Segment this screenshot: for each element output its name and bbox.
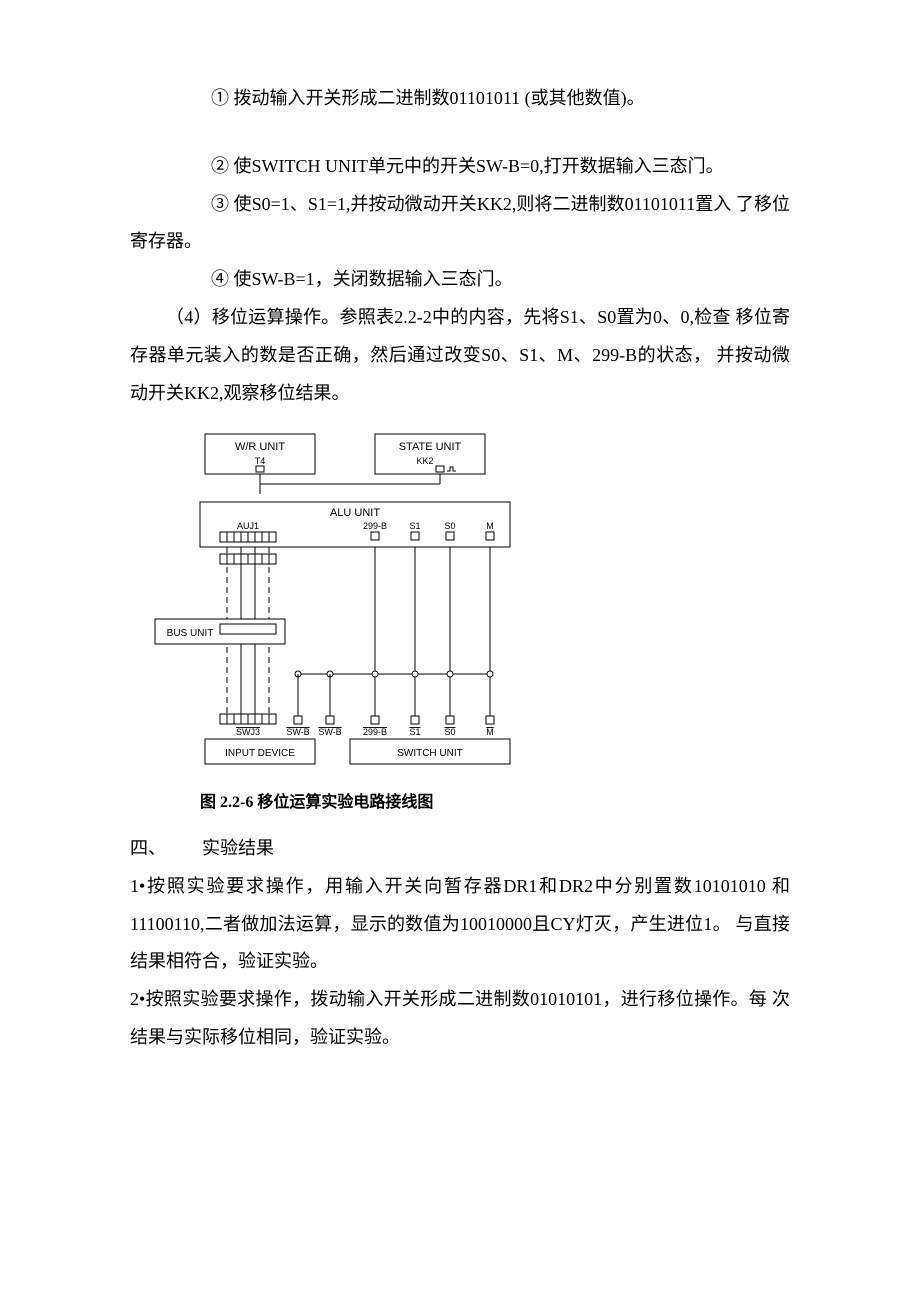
svg-text:BUS UNIT: BUS UNIT [167, 628, 214, 639]
figure-2-2-6: W/R UNIT T4 STATE UNIT KK2 ALU UNIT [130, 424, 790, 820]
svg-text:M: M [486, 521, 494, 531]
step-main-4: （4）移位运算操作。参照表2.2-2中的内容，先将S1、S0置为0、0,检查 移… [130, 299, 790, 412]
section-number: 四、 [130, 830, 202, 868]
document-page: ① 拨动输入开关形成二进制数01101011 (或其他数值)。 ② 使SWITC… [0, 0, 920, 1117]
svg-text:SW-B: SW-B [318, 727, 341, 737]
step-3: ③ 使S0=1、S1=1,并按动微动开关KK2,则将二进制数01101011置入… [130, 186, 790, 262]
svg-text:299-B: 299-B [363, 521, 387, 531]
step-1: ① 拨动输入开关形成二进制数01101011 (或其他数值)。 [130, 80, 790, 118]
section-4-heading: 四、实验结果 [130, 830, 790, 868]
svg-text:S0: S0 [444, 521, 455, 531]
svg-text:W/R UNIT: W/R UNIT [235, 441, 285, 453]
svg-text:299-B: 299-B [363, 727, 387, 737]
svg-text:SWJ3: SWJ3 [236, 727, 260, 737]
svg-text:AUJ1: AUJ1 [237, 521, 259, 531]
svg-text:STATE UNIT: STATE UNIT [399, 441, 462, 453]
circuit-diagram: W/R UNIT T4 STATE UNIT KK2 ALU UNIT [150, 424, 550, 784]
svg-text:T4: T4 [255, 456, 266, 466]
svg-text:S1: S1 [409, 521, 420, 531]
svg-text:SW-B: SW-B [286, 727, 309, 737]
svg-text:S1: S1 [409, 727, 420, 737]
svg-text:M: M [486, 727, 494, 737]
step-2: ② 使SWITCH UNIT单元中的开关SW-B=0,打开数据输入三态门。 [130, 148, 790, 186]
section-title: 实验结果 [202, 838, 274, 858]
svg-text:INPUT DEVICE: INPUT DEVICE [225, 748, 295, 759]
result-2: 2•按照实验要求操作，拨动输入开关形成二进制数01010101，进行移位操作。每… [130, 981, 790, 1057]
svg-text:KK2: KK2 [416, 456, 433, 466]
result-1: 1•按照实验要求操作，用输入开关向暂存器DR1和DR2中分别置数10101010… [130, 868, 790, 981]
svg-text:SWITCH UNIT: SWITCH UNIT [397, 748, 463, 759]
svg-text:ALU UNIT: ALU UNIT [330, 507, 380, 519]
step-4: ④ 使SW-B=1，关闭数据输入三态门。 [130, 261, 790, 299]
svg-text:S0: S0 [444, 727, 455, 737]
figure-caption: 图 2.2-6 移位运算实验电路接线图 [200, 786, 433, 820]
